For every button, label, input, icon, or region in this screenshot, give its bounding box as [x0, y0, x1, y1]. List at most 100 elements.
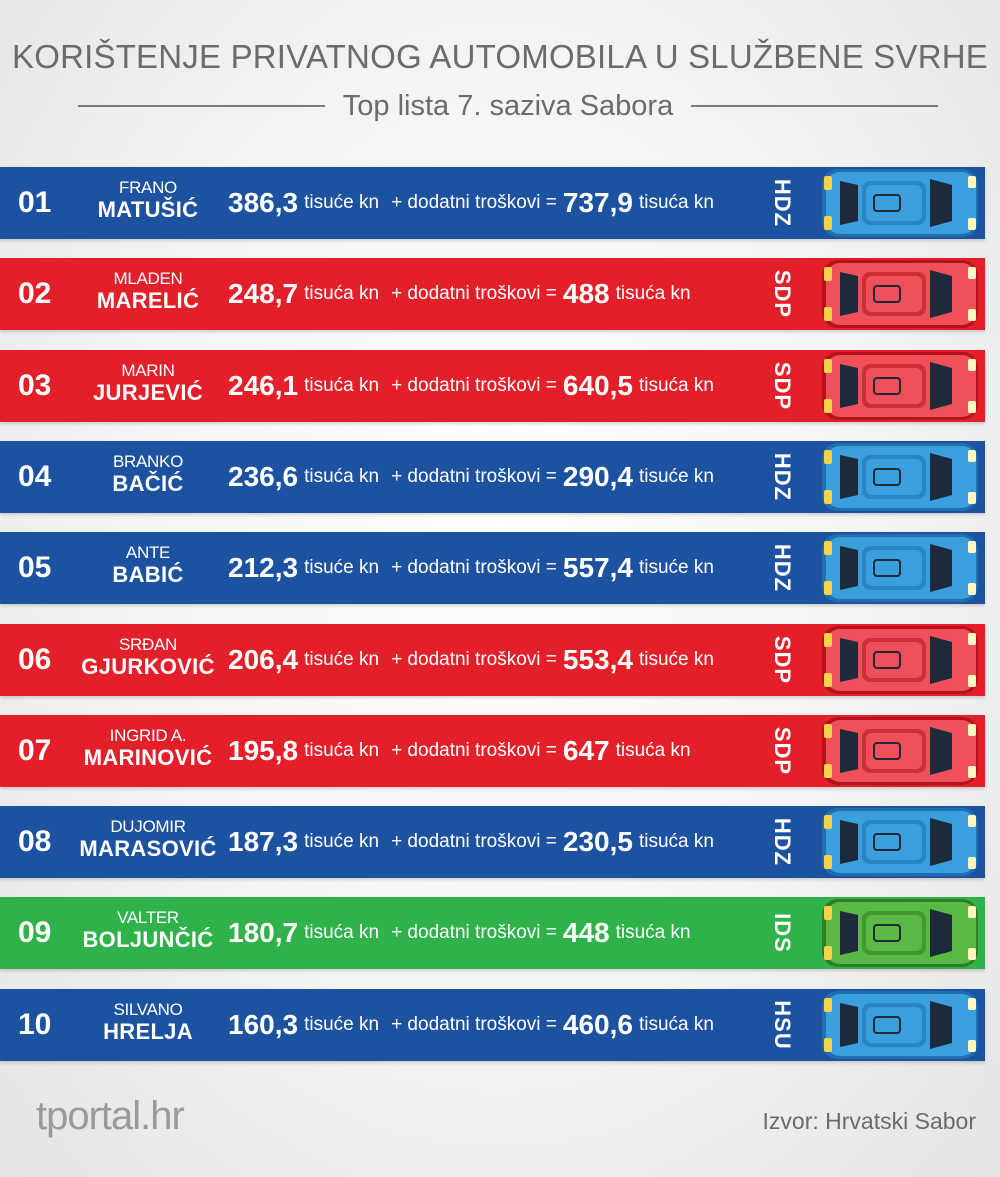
car-graphic — [818, 806, 983, 878]
tportal-logo: tportal.hr — [36, 1094, 185, 1138]
mp-name: INGRID A. MARINOVIĆ — [68, 727, 228, 769]
party-label: HDZ — [770, 452, 795, 501]
mp-first-name: ANTE — [125, 543, 171, 563]
extra-costs-label: + dodatni troškovi = — [391, 922, 557, 944]
mp-last-name: JURJEVIĆ — [93, 379, 203, 405]
car-taillight — [824, 307, 832, 322]
car-rear-window — [840, 911, 858, 956]
party-label: SDP — [770, 361, 795, 410]
mp-name: MLADEN MARELIĆ — [68, 270, 228, 312]
car-sunroof — [873, 467, 901, 486]
total-unit: tisuća kn — [638, 1013, 714, 1035]
extra-costs-label: + dodatni troškovi = — [391, 739, 557, 761]
mp-name: SILVANO HRELJA — [68, 1001, 228, 1043]
cost-figures: 180,7 tisuća kn + dodatni troškovi = 448 tis… — [228, 897, 788, 969]
car-taillight — [824, 267, 832, 282]
extra-costs-label: + dodatni troškovi = — [391, 192, 557, 213]
car-headlight — [968, 449, 976, 462]
rank-number: 02 — [18, 277, 52, 311]
car-rear-window — [840, 272, 858, 317]
rank-number: 01 — [18, 186, 52, 219]
subtitle-row: Top lista 7. saziva Sabora — [78, 86, 938, 126]
total-value: 460,6 — [562, 1008, 633, 1040]
cost-figures: 160,3 tisuće kn + dodatni troškovi = 460,6 t… — [228, 989, 788, 1061]
car-rear-window — [840, 363, 858, 408]
ranking-row: 04 BRANKO BAČIĆ 236,6 tisuća kn + dodatni tro… — [0, 440, 985, 513]
car-windshield — [930, 818, 952, 867]
ranking-row: 06 SRĐAN GJURKOVIĆ 206,4 tisuće kn + dodatni … — [0, 623, 985, 696]
rank-number: 03 — [18, 368, 52, 402]
ranking-row: 07 INGRID A. MARINOVIĆ 195,8 tisuća kn + doda… — [0, 714, 985, 787]
car-taillight — [824, 855, 832, 870]
car-windshield — [930, 361, 952, 410]
mp-name: MARIN JURJEVIĆ — [68, 362, 228, 404]
car-graphic — [818, 258, 983, 330]
base-value: 206,4 — [228, 643, 299, 675]
car-headlight — [968, 218, 976, 230]
total-unit: tisuća kn — [638, 831, 714, 853]
mp-name: SRĐAN GJURKOVIĆ — [68, 636, 228, 678]
car-taillight — [824, 176, 832, 190]
mp-first-name: MARIN — [121, 360, 175, 380]
car-windshield — [930, 635, 952, 684]
base-unit: tisuće kn — [304, 648, 380, 670]
party-label: IDS — [770, 913, 795, 954]
car-sunroof — [873, 376, 901, 395]
car-headlight — [968, 491, 976, 504]
car-sunroof — [873, 285, 901, 304]
car-sunroof — [873, 650, 901, 669]
mp-first-name: VALTER — [117, 908, 179, 928]
base-unit: tisuća kn — [304, 922, 380, 944]
cost-figures: 187,3 tisuće kn + dodatni troškovi = 230,5 t… — [228, 806, 788, 878]
mp-first-name: BRANKO — [113, 451, 183, 471]
total-unit: tisuća kn — [638, 192, 714, 213]
car-taillight — [824, 581, 832, 596]
cost-figures: 236,6 tisuća kn + dodatni troškovi = 290,4 t… — [228, 441, 788, 513]
car-taillight — [824, 906, 832, 921]
car-headlight — [968, 267, 976, 280]
car-graphic — [818, 532, 983, 604]
car-windshield — [930, 909, 952, 958]
car-icon — [822, 351, 978, 420]
rank-number: 06 — [18, 642, 52, 676]
mp-first-name: SRĐAN — [118, 634, 177, 654]
total-unit: tisuća kn — [615, 283, 691, 305]
cost-figures: 248,7 tisuća kn + dodatni troškovi = 488 tis… — [228, 258, 788, 330]
mp-name: DUJOMIR MARASOVIĆ — [68, 818, 228, 860]
car-icon — [822, 442, 978, 511]
base-unit: tisuće kn — [304, 1013, 380, 1035]
car-rear-window — [840, 546, 858, 591]
car-icon — [822, 808, 978, 877]
base-unit: tisuća kn — [304, 374, 380, 396]
party-label: HDZ — [770, 178, 795, 228]
base-value: 180,7 — [228, 917, 299, 949]
car-icon — [822, 169, 978, 237]
car-taillight — [824, 541, 832, 556]
car-headlight — [968, 674, 976, 687]
subtitle-rule-right — [691, 105, 938, 107]
car-icon — [822, 534, 978, 603]
car-rear-window — [840, 728, 858, 773]
total-value: 640,5 — [562, 369, 633, 401]
car-rear-window — [840, 1002, 858, 1047]
party-label: HSU — [770, 999, 795, 1050]
car-headlight — [968, 765, 976, 778]
car-headlight — [968, 632, 976, 645]
ranking-row: 05 ANTE BABIĆ 212,3 tisuće kn + dodatni trošk… — [0, 532, 985, 605]
mp-first-name: DUJOMIR — [110, 817, 186, 837]
car-graphic — [818, 989, 983, 1061]
chart-subtitle: Top lista 7. saziva Sabora — [342, 89, 674, 122]
total-unit: tisuće kn — [638, 557, 714, 579]
car-taillight — [824, 358, 832, 373]
car-headlight — [968, 358, 976, 371]
mp-first-name: MLADEN — [113, 269, 183, 289]
car-taillight — [824, 398, 832, 413]
car-graphic — [818, 167, 983, 239]
source-note: Izvor: Hrvatski Sabor — [762, 1108, 976, 1134]
car-sunroof — [873, 559, 901, 578]
car-taillight — [824, 763, 832, 778]
extra-costs-label: + dodatni troškovi = — [391, 648, 557, 670]
party-label: SDP — [770, 635, 795, 684]
extra-costs-label: + dodatni troškovi = — [391, 557, 557, 579]
car-taillight — [824, 489, 832, 504]
